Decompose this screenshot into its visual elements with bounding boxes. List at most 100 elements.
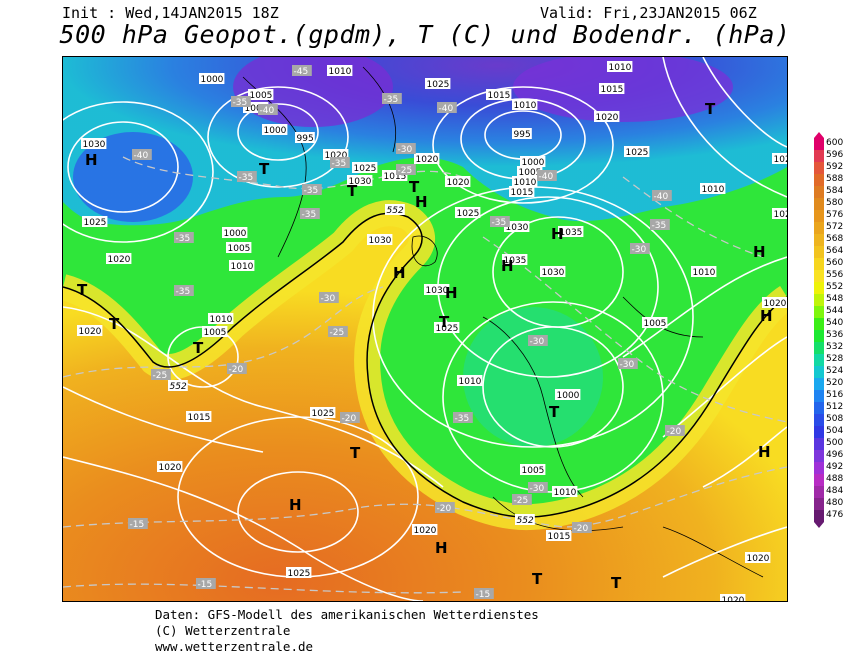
temperature-label-box bbox=[292, 65, 312, 76]
pressure-label: 1020 bbox=[774, 155, 788, 165]
legend-label: 536 bbox=[826, 330, 844, 340]
legend-swatch bbox=[814, 474, 824, 486]
pressure-label-box bbox=[222, 227, 248, 238]
pressure-label: 1005 bbox=[228, 244, 251, 254]
temperature-label: -30 bbox=[321, 294, 336, 304]
pressure-label-box bbox=[700, 183, 726, 194]
footer-source: Daten: GFS-Modell des amerikanischen Wet… bbox=[155, 607, 539, 622]
pressure-label: 1025 bbox=[427, 80, 450, 90]
legend-swatch bbox=[814, 270, 824, 282]
legend-swatch bbox=[814, 510, 824, 522]
pressure-label-box bbox=[552, 486, 578, 497]
temperature-label: -35 bbox=[384, 95, 399, 105]
pressure-label-box bbox=[414, 153, 440, 164]
temperature-label-box bbox=[319, 292, 339, 303]
legend-label: 588 bbox=[826, 174, 844, 184]
pressure-label: 1015 bbox=[601, 85, 624, 95]
legend-swatch bbox=[814, 174, 824, 186]
pressure-label-box bbox=[199, 73, 225, 84]
temperature-label: -15 bbox=[130, 520, 145, 530]
pressure-label: 1010 bbox=[514, 178, 537, 188]
temperature-label-box bbox=[237, 171, 257, 182]
pressure-label: 1020 bbox=[416, 155, 439, 165]
legend-swatch bbox=[814, 498, 824, 510]
pressure-label-box bbox=[286, 567, 312, 578]
pressure-label-box bbox=[424, 284, 450, 295]
pressure-label: 1005 bbox=[245, 104, 268, 114]
pressure-label-box bbox=[295, 132, 315, 143]
pressure-label: 1010 bbox=[231, 262, 254, 272]
pressure-label: 1015 bbox=[511, 188, 534, 198]
pressure-label: 1005 bbox=[204, 328, 227, 338]
pressure-label-box bbox=[412, 524, 438, 535]
temperature-label: -30 bbox=[530, 337, 545, 347]
pressure-label: 1020 bbox=[722, 596, 745, 601]
legend-swatch bbox=[814, 378, 824, 390]
pressure-label: 1015 bbox=[548, 532, 571, 542]
legend-label: 552 bbox=[826, 282, 844, 292]
legend-swatch bbox=[814, 342, 824, 354]
temperature-label-box bbox=[302, 184, 322, 195]
pressure-label: 1010 bbox=[329, 67, 352, 77]
pressure-label-box bbox=[691, 266, 717, 277]
pressure-label: 1030 bbox=[506, 223, 529, 233]
pressure-label: 1020 bbox=[79, 327, 102, 337]
pressure-label: 1025 bbox=[436, 324, 459, 334]
legend-label: 488 bbox=[826, 474, 844, 484]
temperature-label: -35 bbox=[176, 234, 191, 244]
pressure-label: 1030 bbox=[349, 177, 372, 187]
pressure-label-box bbox=[517, 166, 543, 177]
temperature-label-box bbox=[396, 143, 416, 154]
legend-label: 584 bbox=[826, 186, 844, 196]
legend-swatch bbox=[814, 222, 824, 234]
temperature-label: -20 bbox=[437, 504, 452, 514]
temperature-label-box bbox=[174, 285, 194, 296]
legend-label: 540 bbox=[826, 318, 844, 328]
pressure-label: 1025 bbox=[84, 218, 107, 228]
temperature-label: -30 bbox=[632, 245, 647, 255]
high-pressure-marker: H bbox=[758, 443, 771, 461]
footer-url: www.wetterzentrale.de bbox=[155, 639, 314, 654]
legend-swatch bbox=[814, 150, 824, 162]
legend-swatch bbox=[814, 414, 824, 426]
pressure-label: 1010 bbox=[702, 185, 725, 195]
pressure-label-box bbox=[594, 111, 620, 122]
legend-swatch bbox=[814, 198, 824, 210]
temperature-label: -40 bbox=[654, 192, 669, 202]
legend-label: 532 bbox=[826, 342, 844, 352]
low-pressure-marker: T bbox=[532, 570, 543, 588]
pressure-label: 1015 bbox=[384, 172, 407, 182]
low-pressure-marker: T bbox=[259, 160, 270, 178]
pressure-label-box bbox=[434, 322, 460, 333]
legend-swatch bbox=[814, 462, 824, 474]
temperature-label-box bbox=[328, 326, 348, 337]
legend-label: 556 bbox=[826, 270, 844, 280]
pressure-label-box bbox=[248, 89, 274, 100]
pressure-label-box bbox=[352, 162, 378, 173]
temperature-label: -35 bbox=[304, 186, 319, 196]
pressure-label: 1000 bbox=[224, 229, 247, 239]
pressure-label-box bbox=[262, 124, 288, 135]
legend-swatch bbox=[814, 138, 824, 150]
pressure-label-box bbox=[546, 530, 572, 541]
pressure-label: 995 bbox=[297, 134, 314, 144]
pressure-label-box bbox=[226, 242, 252, 253]
pressure-label: 1025 bbox=[626, 148, 649, 158]
temperature-label: -30 bbox=[620, 360, 635, 370]
high-pressure-marker: H bbox=[289, 496, 302, 514]
temperature-labels: -45-40-35 -35-40-40-35-35-35-30-25-35-40-… bbox=[128, 65, 685, 600]
pressure-label-box bbox=[486, 89, 512, 100]
legend-swatch bbox=[814, 162, 824, 174]
pressure-label-box bbox=[445, 176, 471, 187]
temperature-label: -25 bbox=[153, 371, 168, 381]
temperature-label-box bbox=[650, 219, 670, 230]
pressure-label-box bbox=[347, 175, 373, 186]
legend-swatch bbox=[814, 402, 824, 414]
geopotential-label: 552 bbox=[387, 206, 404, 216]
geopotential-label-box bbox=[515, 514, 535, 525]
pressure-label-box bbox=[558, 226, 584, 237]
footer-copyright: (C) Wetterzentrale bbox=[155, 623, 291, 638]
temperature-label: -45 bbox=[294, 67, 309, 77]
pressure-label-box bbox=[599, 83, 625, 94]
geopotential-label: 552 bbox=[517, 516, 534, 526]
